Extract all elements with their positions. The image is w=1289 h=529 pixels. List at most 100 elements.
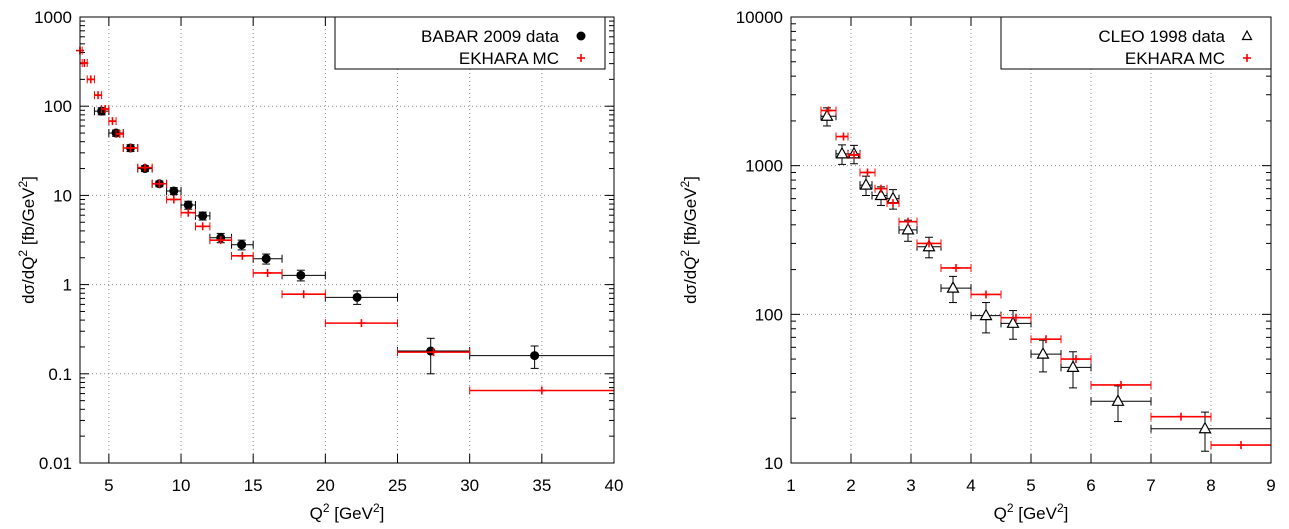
legend-box [334,16,606,70]
legend-box [1000,16,1272,70]
circle-marker [296,270,306,280]
mc-point [1000,313,1032,322]
circle-marker [530,351,540,361]
y-tick-label: 10000 [736,8,783,27]
circle-marker [169,186,179,196]
x-tick-label: 1 [786,476,795,495]
mc-point [108,117,117,126]
legend-circle-marker [576,31,586,41]
x-tick-label: 4 [966,476,975,495]
data-point [324,290,399,305]
mc-point [180,208,196,217]
triangle-marker [820,108,834,121]
data-point [1060,351,1092,389]
mc-point [397,348,471,357]
mc-point [80,59,89,68]
mc-point [194,222,211,231]
mc-point [898,217,918,226]
y-tick-label: 0.1 [48,365,72,384]
x-tick-label: 10 [172,476,191,495]
mc-point [970,290,1002,299]
data-point [1030,339,1062,373]
legend-label: EKHARA MC [1125,49,1225,68]
data-point [940,275,972,304]
mc-point [281,290,326,299]
x-tick-label: 15 [244,476,263,495]
mc-point [324,319,399,328]
x-tick-label: 3 [906,476,915,495]
legend-label: BABAR 2009 data [421,27,560,46]
mc-point [209,236,233,245]
mc-point [1060,355,1092,364]
mc-point [847,150,861,159]
circle-marker [183,200,193,210]
triangle-marker [859,177,873,190]
mc-point [252,268,283,277]
mc-point [859,168,876,177]
mc-point [835,132,849,141]
triangle-marker [901,222,915,235]
mc-point [101,105,110,114]
mc-point [151,179,168,188]
mc-point [1090,380,1152,389]
y-tick-label: 0.01 [39,454,72,473]
mc-point [115,129,124,138]
data-point [281,269,326,282]
mc-point [137,163,153,172]
data-point [970,302,1002,334]
y-axis-label: dσ/dQ2 [fb/GeV2] [678,176,700,304]
circle-marker [237,240,247,250]
data-point [859,175,873,196]
y-tick-label: 10 [53,186,72,205]
data-point [194,211,211,221]
triangle-marker [835,146,849,159]
x-tick-label: 20 [316,476,335,495]
x-tick-label: 40 [605,476,624,495]
mc-point [93,91,103,100]
data-point [252,253,283,265]
legend: BABAR 2009 data EKHARA MC [334,16,606,70]
y-tick-label: 100 [44,97,72,116]
mc-point [1210,441,1272,450]
data-point [1000,310,1032,340]
y-tick-label: 10 [764,454,783,473]
data-point [1090,385,1152,423]
mc-point [166,195,182,204]
triangle-marker [946,280,960,293]
legend-label: CLEO 1998 data [1098,27,1225,46]
x-tick-label: 30 [460,476,479,495]
x-tick-label: 7 [1146,476,1155,495]
data-point [871,186,888,206]
triangle-marker [1111,394,1125,406]
data-point [469,345,615,369]
plot-frame [790,16,1272,464]
x-tick-label: 8 [1206,476,1215,495]
x-axis-label: Q2 [GeV2] [994,501,1069,523]
mc-point [916,239,942,248]
x-axis-label: Q2 [GeV2] [310,501,385,523]
triangle-marker [874,188,888,201]
triangle-marker [1198,421,1212,434]
triangle-marker [1006,316,1020,328]
mc-point [940,263,972,272]
plot-frame [79,16,615,464]
cleo-chart-panel: 10 100 1000 10000 1 2 3 4 5 6 7 8 9 Q2 [GeV2] dσ/dQ2 [… [678,8,1276,523]
triangle-marker [1066,360,1080,372]
mc-point [820,106,837,115]
circle-marker [198,211,208,221]
mc-point [1150,412,1212,421]
x-tick-label: 5 [1026,476,1035,495]
y-tick-label: 1000 [34,8,72,27]
x-tick-label: 2 [846,476,855,495]
x-tick-label: 25 [388,476,407,495]
mc-point [231,251,254,260]
y-tick-label: 1000 [745,157,783,176]
y-tick-label: 1 [63,276,72,295]
data-point [166,186,182,196]
legend-label: EKHARA MC [459,49,559,68]
y-tick-label: 100 [755,305,783,324]
legend: CLEO 1998 data EKHARA MC [1000,16,1272,70]
data-point [180,200,196,210]
x-tick-label: 5 [104,476,113,495]
